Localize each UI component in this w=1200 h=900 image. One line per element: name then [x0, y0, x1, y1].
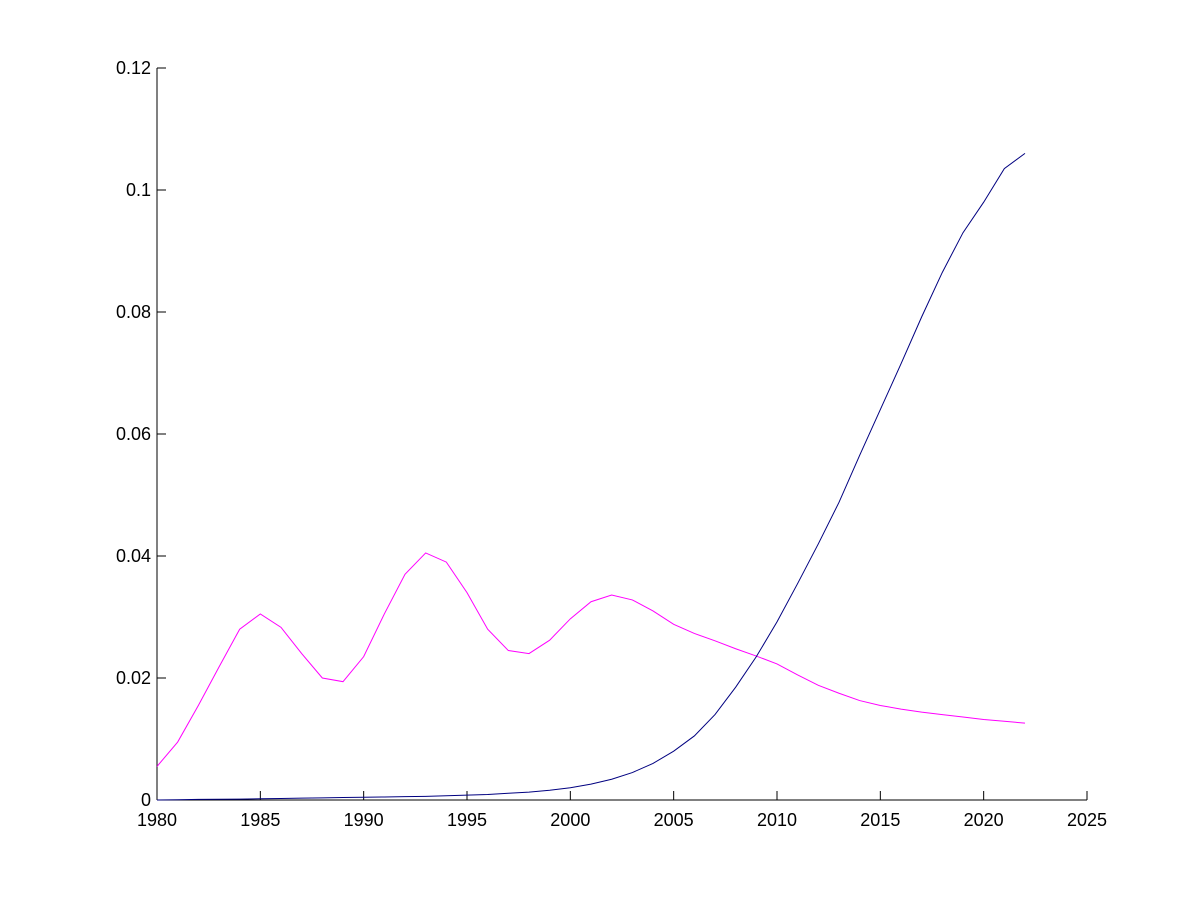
series-line-2: [156, 152, 1026, 801]
x-tick-label: 2010: [757, 810, 797, 830]
y-tick-label: 0.04: [116, 546, 151, 566]
x-tick-label: 2025: [1067, 810, 1107, 830]
y-tick-label: 0.12: [116, 58, 151, 78]
y-tick-label: 0.06: [116, 424, 151, 444]
x-tick-label: 1995: [447, 810, 487, 830]
x-tick-label: 2005: [654, 810, 694, 830]
series-line-1: [156, 552, 1026, 767]
x-tick-label: 2020: [964, 810, 1004, 830]
x-tick-label: 1985: [240, 810, 280, 830]
x-tick-label: 2015: [860, 810, 900, 830]
series-group: [156, 152, 1026, 801]
y-tick-label: 0.1: [126, 180, 151, 200]
tick-labels: 1980 1985 1990 1995 2000 2005 2010 2015 2020 2025…: [116, 58, 1107, 830]
x-tick-label: 1980: [137, 810, 177, 830]
y-tick-label: 0.02: [116, 668, 151, 688]
y-tick-label: 0.08: [116, 302, 151, 322]
x-tick-label: 1990: [344, 810, 384, 830]
y-tick-label: 0: [141, 790, 151, 810]
x-tick-label: 2000: [550, 810, 590, 830]
